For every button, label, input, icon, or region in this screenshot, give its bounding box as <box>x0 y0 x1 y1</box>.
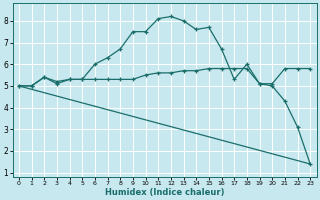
X-axis label: Humidex (Indice chaleur): Humidex (Indice chaleur) <box>105 188 224 197</box>
